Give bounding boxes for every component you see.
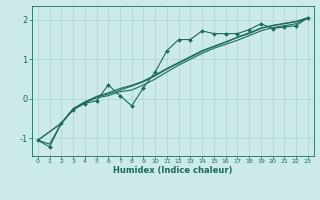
X-axis label: Humidex (Indice chaleur): Humidex (Indice chaleur): [113, 166, 233, 175]
